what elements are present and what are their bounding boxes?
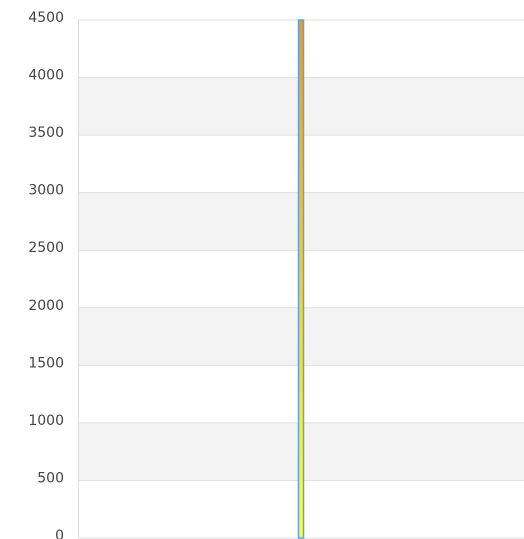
y-tick-label: 3500 (28, 125, 64, 141)
y-tick-label: 4000 (28, 68, 64, 84)
y-tick-label: 3000 (28, 183, 64, 199)
y-tick-label: 2500 (28, 240, 64, 256)
y-tick-label: 4500 (28, 10, 64, 26)
y-tick-label: 1000 (28, 413, 64, 429)
y-tick-label: 0 (55, 528, 64, 539)
y-tick-label: 1500 (28, 355, 64, 371)
bar (297, 19, 305, 539)
y-tick-label: 2000 (28, 298, 64, 314)
y-tick-label: 500 (37, 470, 64, 486)
